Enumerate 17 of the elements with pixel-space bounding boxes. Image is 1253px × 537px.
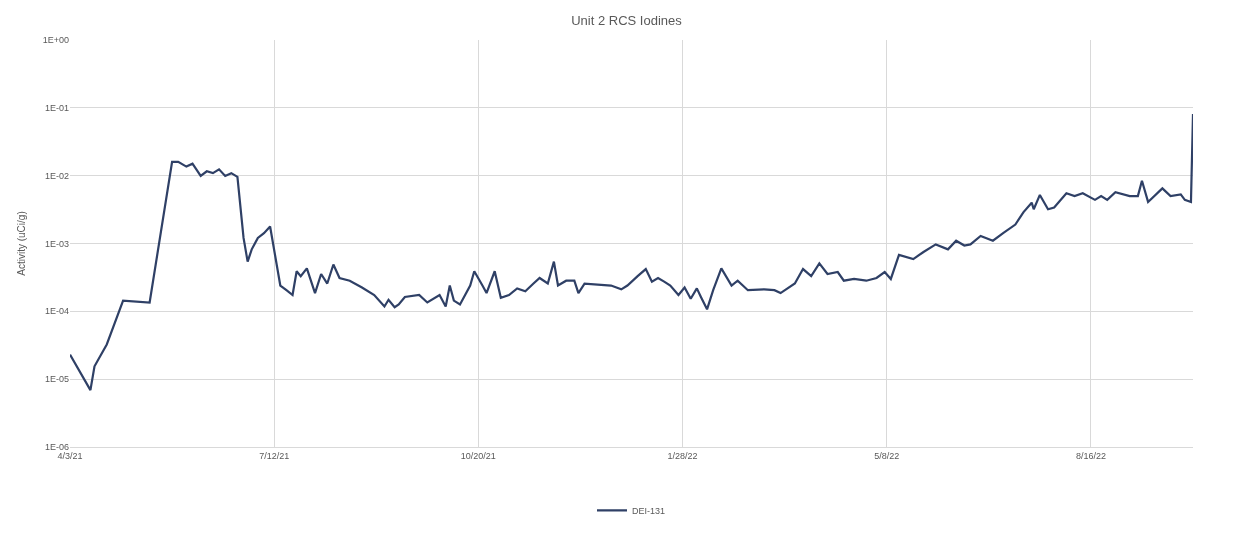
x-tick-label: 8/16/22 <box>1075 450 1106 461</box>
y-tick-label: 1E-03 <box>44 238 69 249</box>
y-tick-label: 1E-04 <box>44 306 69 317</box>
y-tick-label: 1E+00 <box>42 35 69 46</box>
x-tick-label: 7/12/21 <box>259 450 290 461</box>
legend-label: DEI-131 <box>632 505 666 516</box>
y-tick-label: 1E-05 <box>44 374 69 385</box>
line-series <box>70 112 1193 392</box>
x-tick-label: 1/28/22 <box>667 450 698 461</box>
y-tick-label: 1E-02 <box>44 170 69 181</box>
chart-title: Unit 2 RCS Iodines <box>571 13 683 29</box>
y-tick-label: 1E-06 <box>44 442 69 453</box>
x-tick-label: 5/8/22 <box>874 450 900 461</box>
y-axis-title: Activity (uCi/g) <box>15 211 27 276</box>
x-tick-label: 10/20/21 <box>460 450 496 461</box>
x-tick-label: 4/3/21 <box>57 450 83 461</box>
y-tick-label: 1E-01 <box>44 102 69 113</box>
